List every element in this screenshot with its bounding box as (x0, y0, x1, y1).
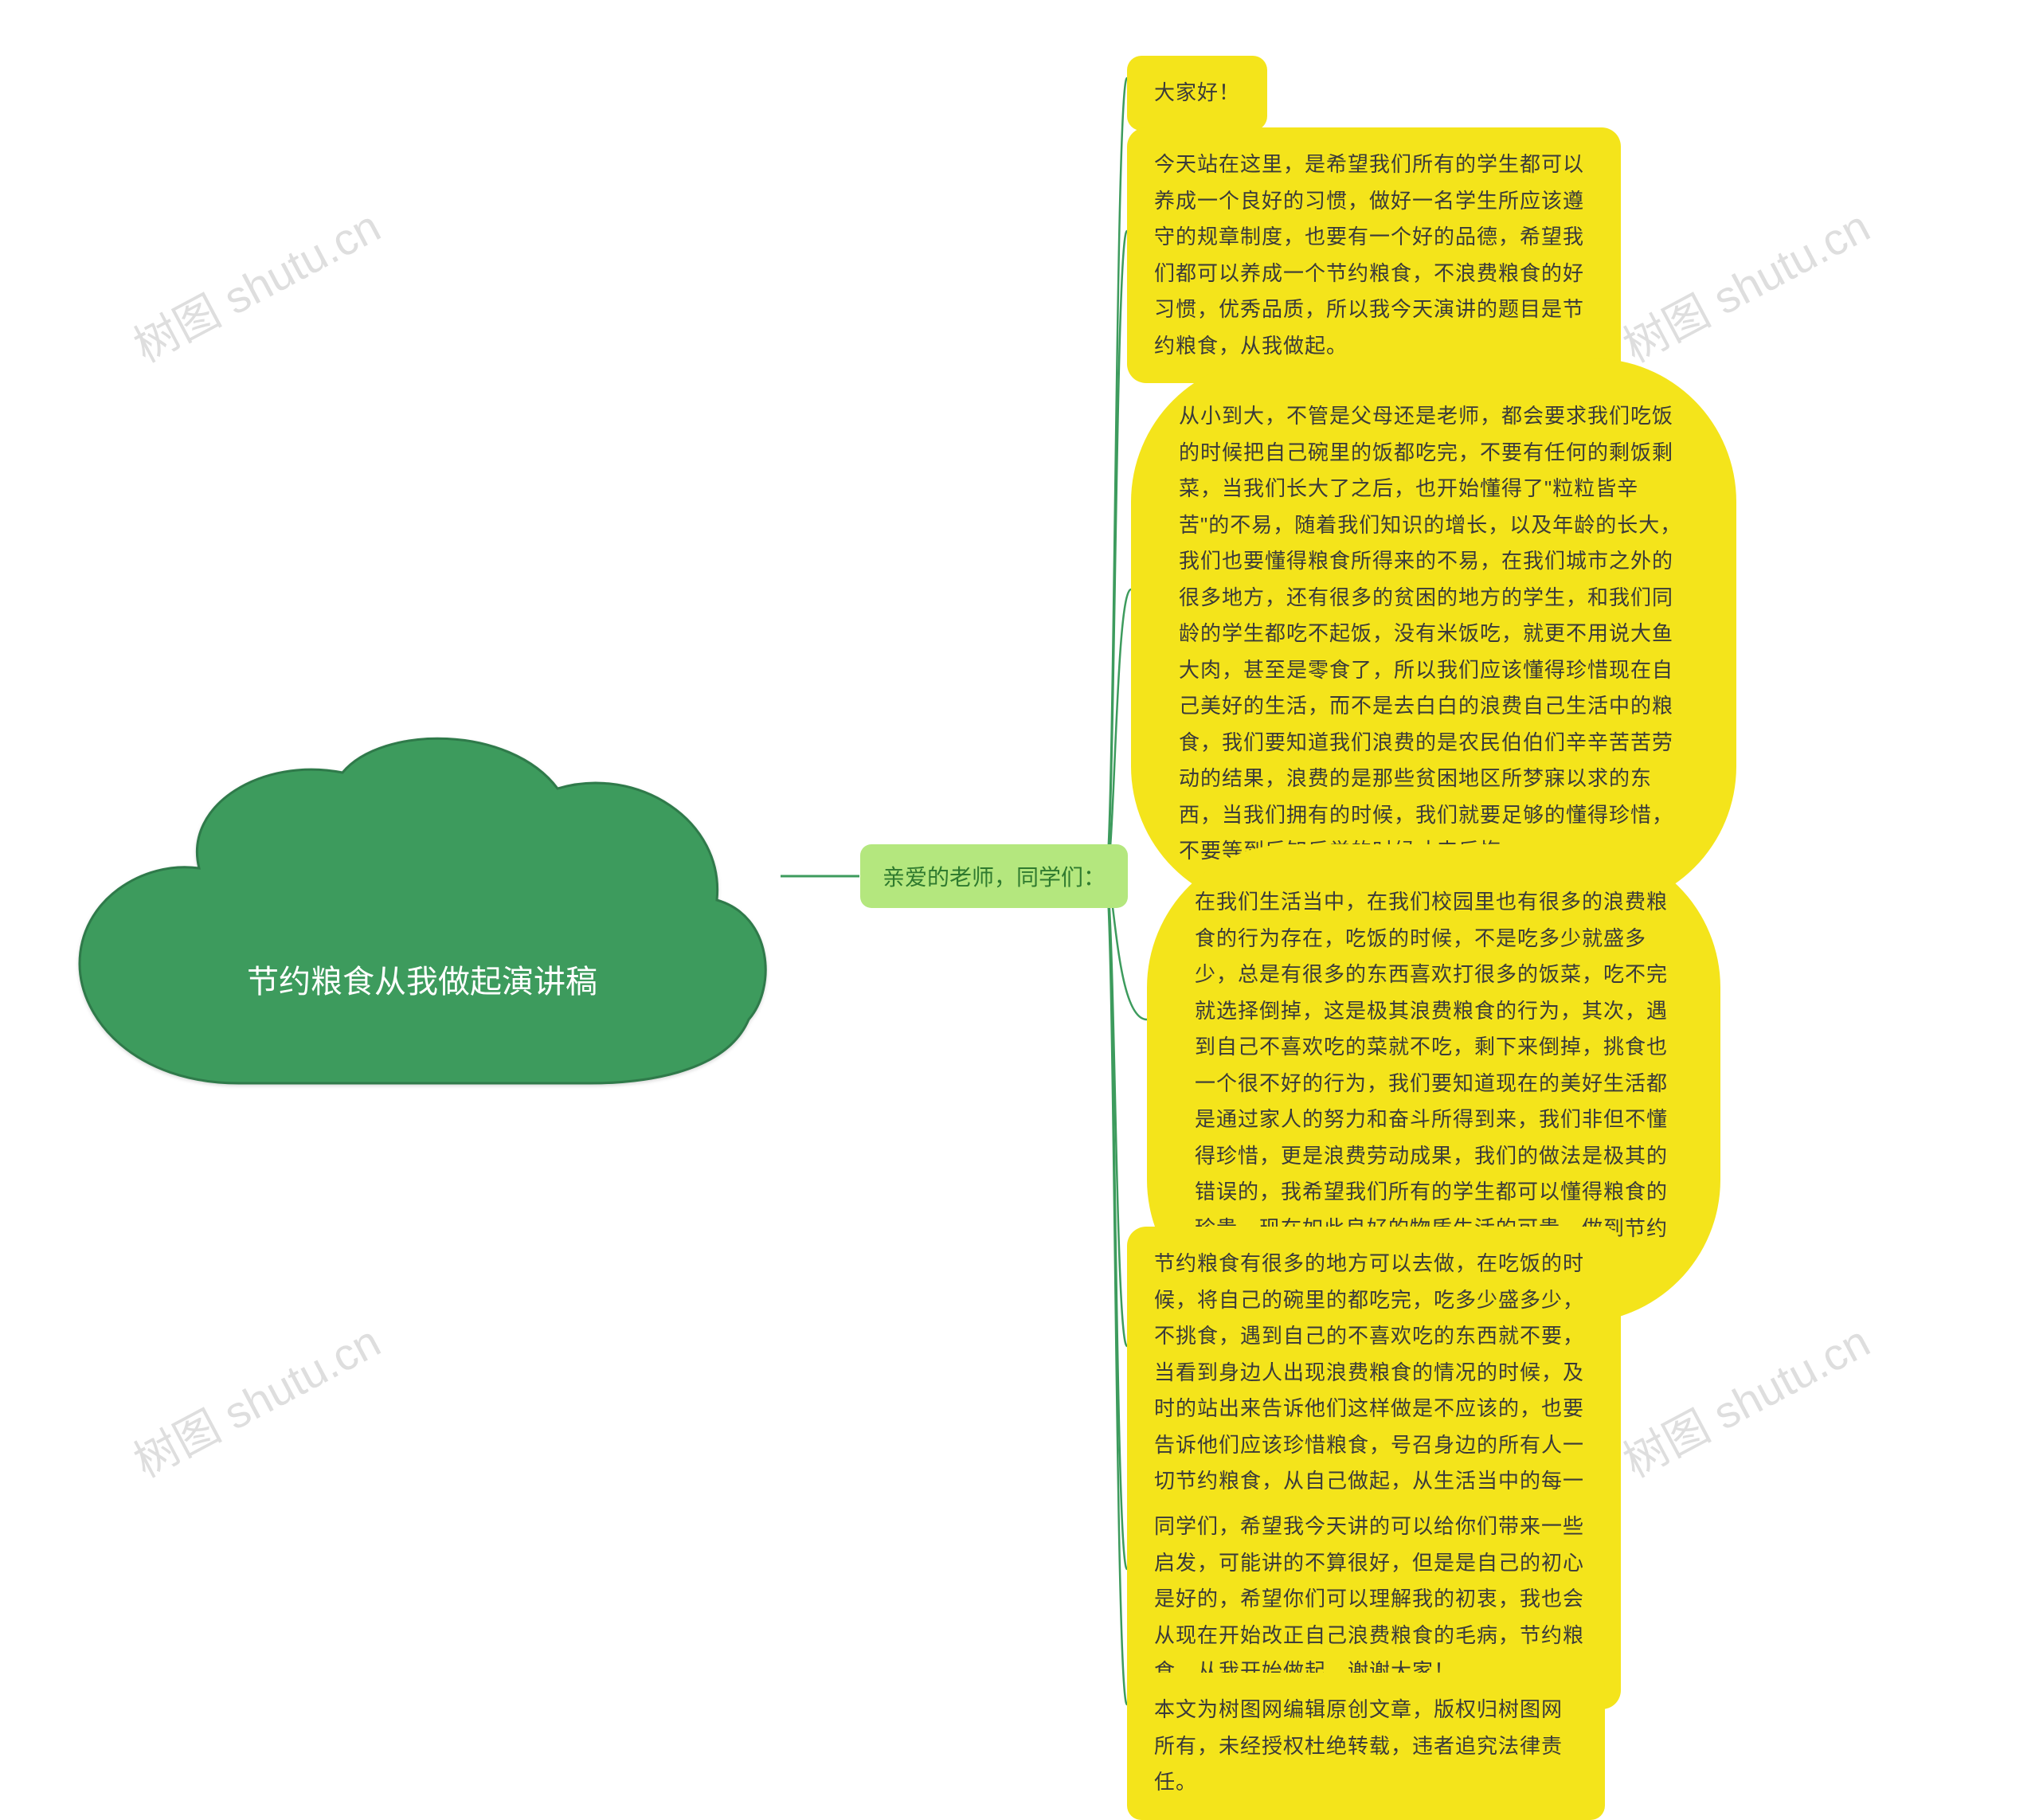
root-node[interactable]: 节约粮食从我做起演讲稿 (64, 733, 781, 1099)
leaf-text: 大家好！ (1154, 80, 1240, 104)
leaf-node[interactable]: 大家好！ (1127, 56, 1267, 131)
watermark: 树图 shutu.cn (1610, 191, 1880, 375)
cloud-icon (64, 733, 781, 1099)
watermark: 树图 shutu.cn (1610, 1306, 1880, 1490)
mindmap-canvas: 树图 shutu.cn 树图 shutu.cn 树图 shutu.cn 树图 s… (0, 0, 2039, 1756)
leaf-node[interactable]: 本文为树图网编辑原创文章，版权归树图网所有，未经授权杜绝转载，违者追究法律责任。 (1127, 1673, 1605, 1820)
subtopic-node[interactable]: 亲爱的老师，同学们： (860, 844, 1128, 908)
leaf-text: 今天站在这里，是希望我们所有的学生都可以养成一个良好的习惯，做好一名学生所应该遵… (1154, 152, 1584, 358)
root-title: 节约粮食从我做起演讲稿 (64, 956, 781, 1002)
subtopic-label: 亲爱的老师，同学们： (883, 865, 1106, 890)
leaf-node[interactable]: 从小到大，不管是父母还是老师，都会要求我们吃饭的时候把自己碗里的饭都吃完，不要有… (1131, 358, 1736, 910)
leaf-text: 节约粮食有很多的地方可以去做，在吃饭的时候，将自己的碗里的都吃完，吃多少盛多少，… (1154, 1251, 1584, 1529)
watermark: 树图 shutu.cn (121, 191, 390, 375)
leaf-text: 同学们，希望我今天讲的可以给你们带来一些启发，可能讲的不算很好，但是是自己的初心… (1154, 1514, 1584, 1683)
watermark: 树图 shutu.cn (121, 1306, 390, 1490)
leaf-text: 在我们生活当中，在我们校园里也有很多的浪费粮食的行为存在，吃饭的时候，不是吃多少… (1195, 890, 1668, 1276)
leaf-text: 从小到大，不管是父母还是老师，都会要求我们吃饭的时候把自己碗里的饭都吃完，不要有… (1179, 404, 1681, 863)
leaf-node[interactable]: 今天站在这里，是希望我们所有的学生都可以养成一个良好的习惯，做好一名学生所应该遵… (1127, 127, 1621, 383)
leaf-text: 本文为树图网编辑原创文章，版权归树图网所有，未经授权杜绝转载，违者追究法律责任。 (1154, 1697, 1563, 1794)
